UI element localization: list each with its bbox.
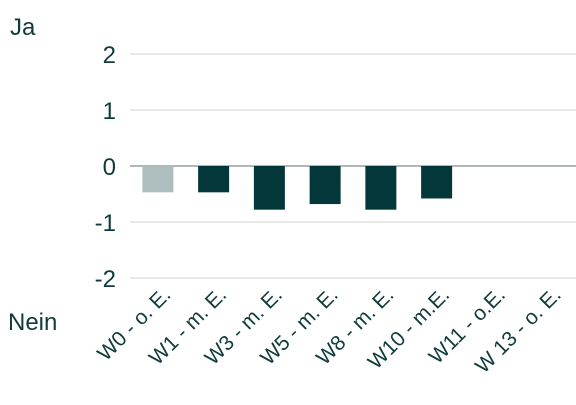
bar bbox=[309, 166, 341, 205]
gridlines bbox=[130, 53, 576, 279]
bar bbox=[365, 166, 397, 210]
bar bbox=[198, 166, 230, 193]
y-tick-labels: 2 1 0 -1 -2 bbox=[95, 42, 116, 293]
top-label: Ja bbox=[10, 14, 36, 41]
bar bbox=[253, 166, 285, 210]
bar bbox=[142, 166, 174, 193]
y-tick-label: -1 bbox=[95, 210, 116, 237]
x-tick-labels: W0 - o. E.W1 - m. E.W3 - m. E.W5 - m. E.… bbox=[93, 283, 566, 378]
bar bbox=[421, 166, 453, 199]
bottom-label: Nein bbox=[8, 309, 57, 336]
y-tick-label: 2 bbox=[103, 42, 116, 69]
y-tick-label: 0 bbox=[103, 154, 116, 181]
bars bbox=[142, 166, 453, 210]
y-tick-label: 1 bbox=[103, 98, 116, 125]
y-tick-label: -2 bbox=[95, 266, 116, 293]
